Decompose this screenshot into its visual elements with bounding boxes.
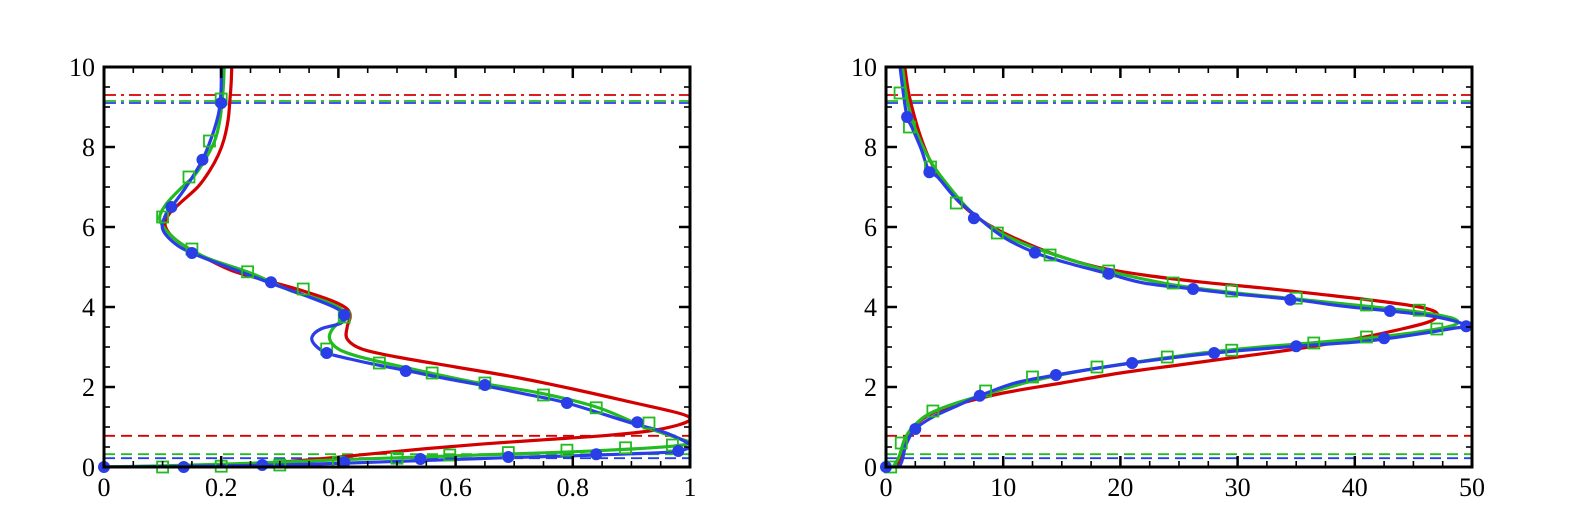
blue-dot-marker	[590, 448, 603, 461]
blue-dot-marker	[256, 459, 269, 471]
x-tick-label: 1	[684, 473, 697, 502]
y-tick-label: 2	[864, 373, 877, 402]
green-square-marker	[425, 366, 439, 380]
green-square-marker	[1412, 303, 1426, 317]
green-square-marker	[156, 210, 170, 224]
y-tick-label: 0	[864, 453, 877, 482]
y-tick-label: 4	[864, 293, 877, 322]
y-tick-label: 8	[82, 133, 95, 162]
chart-panel-2: 0 10 20 30 40 50 0 2 4 6 8 10	[851, 53, 1485, 502]
blue-dot-marker	[909, 423, 922, 435]
blue-dot-marker	[1383, 305, 1396, 317]
blue-dot-marker	[967, 212, 980, 225]
green-square-marker	[296, 282, 310, 296]
green-square-marker	[893, 86, 907, 100]
blue-dot-marker	[1102, 267, 1115, 280]
plot-area	[104, 67, 690, 467]
blue-dot-marker	[215, 97, 228, 109]
green-square-marker	[1307, 336, 1321, 350]
x-tick-label: 0.6	[439, 473, 472, 502]
green-square-marker	[1026, 370, 1039, 384]
blue-dot-marker	[399, 365, 412, 377]
blue-dot-marker	[923, 166, 936, 179]
x-tick-label: 20	[1107, 473, 1133, 502]
blue-dot-marker	[1049, 369, 1062, 381]
blue-dot-marker	[1284, 293, 1297, 306]
green-square-marker	[203, 134, 216, 148]
green-square-marker	[1225, 343, 1239, 357]
blue-dot-marker	[414, 453, 427, 465]
x-tick-label: 0.8	[557, 473, 590, 502]
plot-frame	[102, 65, 692, 469]
y-tick-label: 4	[82, 293, 95, 322]
x-tick-label: 10	[990, 473, 1016, 502]
blue-dot-marker	[320, 347, 333, 359]
blue-dot-marker	[973, 389, 986, 402]
x-tick-label: 0.4	[322, 473, 355, 502]
y-tick-label: 6	[864, 213, 877, 242]
green-square-marker	[1430, 322, 1444, 336]
x-tick-label: 50	[1459, 473, 1485, 502]
y-tick-label: 8	[864, 133, 877, 162]
blue-dot-marker	[1290, 340, 1303, 353]
y-tick-label: 10	[851, 53, 877, 82]
green-square-marker	[241, 265, 254, 279]
blue-dot-marker	[265, 276, 278, 289]
y-tick-label: 6	[82, 213, 95, 242]
x-tick-label: 30	[1225, 473, 1251, 502]
blue-dot-marker	[165, 201, 178, 213]
blue-dot-marker	[1378, 332, 1391, 345]
green-square-marker	[537, 388, 550, 402]
blue-dot-marker	[631, 416, 644, 429]
x-tick-label: 40	[1342, 473, 1368, 502]
green-square-marker	[1360, 298, 1373, 312]
green-square-marker	[990, 226, 1004, 240]
series-line-green	[104, 67, 690, 467]
green-square-marker	[894, 436, 908, 450]
x-tick-label: 0	[98, 473, 111, 502]
green-square-marker	[1043, 248, 1057, 262]
blue-dot-marker	[185, 247, 198, 259]
blue-dot-marker	[1187, 283, 1200, 295]
green-square-marker	[619, 441, 632, 455]
green-square-marker	[1090, 360, 1104, 374]
blue-dot-marker	[196, 153, 209, 166]
blue-dot-marker	[478, 379, 491, 391]
green-square-marker	[926, 404, 940, 418]
blue-dot-marker	[338, 456, 351, 469]
plot-area	[886, 67, 1472, 467]
green-square-marker	[1225, 284, 1239, 298]
green-square-marker	[1360, 330, 1373, 344]
plot-frame	[884, 65, 1474, 469]
blue-dot-marker	[560, 397, 573, 409]
x-tick-label: 0	[880, 473, 893, 502]
y-tick-label: 0	[82, 453, 95, 482]
y-tick-label: 2	[82, 373, 95, 402]
series-line-green	[891, 67, 1460, 467]
y-tick-label: 10	[69, 53, 95, 82]
green-square-marker	[373, 356, 386, 370]
blue-dot-marker	[672, 445, 685, 457]
blue-dot-marker	[338, 309, 351, 321]
blue-dot-marker	[502, 451, 515, 463]
series-line-blue	[886, 67, 1468, 467]
green-square-marker	[589, 401, 603, 415]
green-square-marker	[1166, 276, 1180, 290]
series-line-red	[104, 67, 690, 467]
blue-dot-marker	[1028, 246, 1041, 259]
plot-curves	[886, 67, 1468, 467]
blue-dot-marker	[1126, 357, 1139, 369]
x-tick-label: 0.2	[205, 473, 238, 502]
green-square-marker	[642, 416, 656, 430]
green-square-marker	[273, 458, 287, 472]
green-square-marker	[560, 443, 574, 457]
green-square-marker	[949, 196, 963, 210]
green-square-marker	[1160, 350, 1174, 364]
blue-dot-marker	[901, 111, 914, 123]
blue-dot-marker	[1208, 347, 1221, 359]
green-square-marker	[443, 448, 457, 462]
green-square-marker	[182, 170, 196, 184]
